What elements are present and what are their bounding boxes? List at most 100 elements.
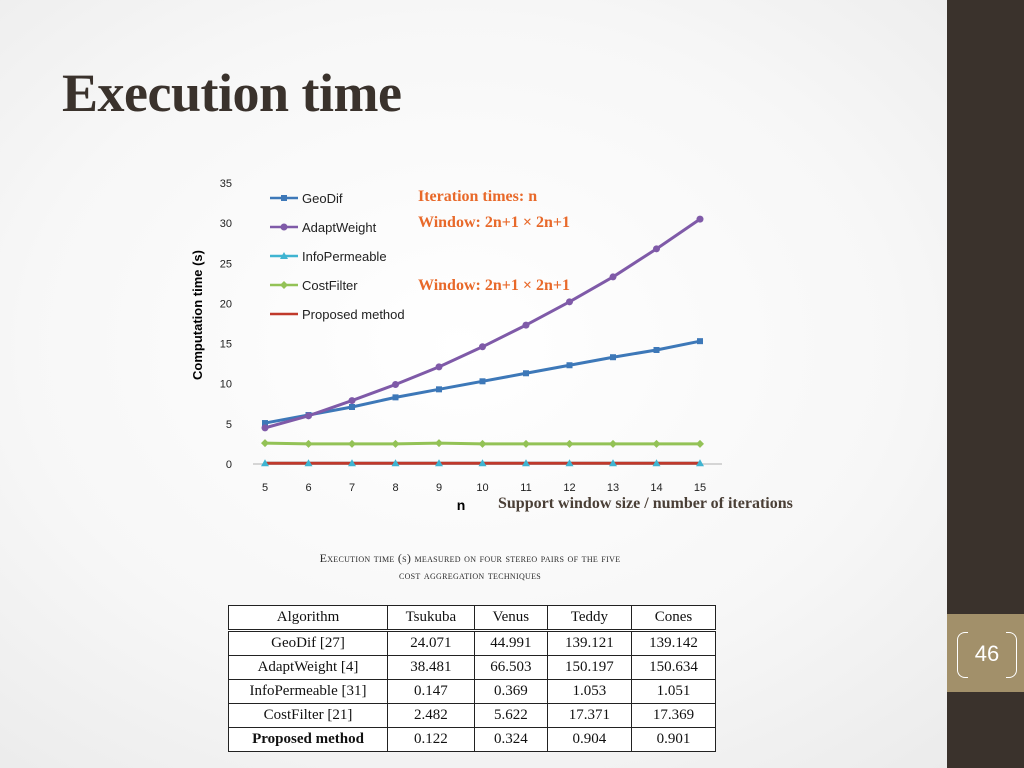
cell-venus: 0.369 xyxy=(473,679,548,704)
y-tick-label: 5 xyxy=(226,419,232,431)
cell-teddy: 0.904 xyxy=(546,727,632,752)
right-brace-icon xyxy=(1006,632,1017,678)
execution-time-chart: 0 5 10 15 20 25 30 35 5 6 7 8 9 10 11 12 13 14 15 GeoDif Ad… xyxy=(190,178,722,513)
data-point xyxy=(653,245,660,253)
x-axis-description: Support window size / number of iteratio… xyxy=(498,495,793,512)
window-annotation-2: Window: 2n+1 × 2n+1 xyxy=(418,277,570,294)
x-tick-label: 10 xyxy=(476,482,488,494)
cell-algorithm: GeoDif [27] xyxy=(228,630,388,656)
window-annotation-1: Window: 2n+1 × 2n+1 xyxy=(418,214,570,231)
iteration-annotation: Iteration times: n xyxy=(418,188,538,205)
cell-algorithm: AdaptWeight [4] xyxy=(228,655,388,680)
data-point xyxy=(479,343,486,351)
legend-label: InfoPermeable xyxy=(302,249,387,264)
data-point xyxy=(261,424,269,432)
legend-label: AdaptWeight xyxy=(302,220,377,235)
data-point xyxy=(697,338,703,345)
cell-venus: 0.324 xyxy=(473,727,548,752)
page-number-panel xyxy=(947,614,1024,692)
data-point xyxy=(653,346,660,353)
data-point xyxy=(609,273,617,281)
left-brace-icon xyxy=(957,632,968,678)
data-point xyxy=(348,439,356,448)
data-point xyxy=(280,252,288,259)
data-point xyxy=(349,403,355,410)
cell-teddy: 150.197 xyxy=(546,655,632,680)
table-row: GeoDif [27] 24.071 44.991 139.121 139.14… xyxy=(228,630,717,656)
cell-teddy: 139.121 xyxy=(546,630,632,656)
data-point xyxy=(435,439,443,448)
data-point xyxy=(281,195,287,201)
y-axis-label: Computation time (s) xyxy=(190,250,205,380)
x-tick-label: 12 xyxy=(563,482,575,494)
data-point xyxy=(261,439,269,448)
header-tsukuba: Tsukuba xyxy=(387,605,475,632)
data-point xyxy=(304,459,313,467)
x-tick-label: 14 xyxy=(650,482,662,494)
cell-tsukuba: 0.147 xyxy=(387,679,475,704)
y-tick-label: 35 xyxy=(220,178,232,190)
y-tick-label: 30 xyxy=(220,218,232,230)
results-table: Algorithm Tsukuba Venus Teddy Cones GeoD… xyxy=(228,605,717,752)
data-point xyxy=(348,397,356,405)
table-header-row: Algorithm Tsukuba Venus Teddy Cones xyxy=(228,605,717,632)
data-point xyxy=(435,363,443,371)
data-point xyxy=(478,459,487,467)
cell-tsukuba: 38.481 xyxy=(387,655,475,680)
table-caption-line-2: cost aggregation techniques xyxy=(398,568,542,582)
data-point xyxy=(280,223,288,231)
y-tick-label: 20 xyxy=(220,298,232,310)
legend-label: GeoDif xyxy=(302,191,343,206)
header-cones: Cones xyxy=(630,605,717,632)
data-point xyxy=(652,459,661,467)
cell-cones: 17.369 xyxy=(630,703,717,728)
data-point xyxy=(391,459,400,467)
cell-teddy: 1.053 xyxy=(546,679,632,704)
cell-algorithm: Proposed method xyxy=(228,727,388,752)
legend-label: CostFilter xyxy=(302,278,358,293)
data-point xyxy=(696,215,704,223)
cell-tsukuba: 24.071 xyxy=(387,630,475,656)
data-point xyxy=(609,459,617,467)
data-point xyxy=(696,439,704,448)
data-point xyxy=(523,370,529,377)
cell-cones: 139.142 xyxy=(630,630,717,656)
cell-algorithm: CostFilter [21] xyxy=(228,703,388,728)
y-tick-label: 0 xyxy=(226,459,232,471)
header-venus: Venus xyxy=(473,605,548,632)
data-point xyxy=(262,420,268,427)
data-point xyxy=(565,459,574,467)
legend-label: Proposed method xyxy=(302,307,405,322)
x-tick-label: 13 xyxy=(607,482,619,494)
table-caption: Execution time (s) measured on four ster… xyxy=(230,550,710,584)
x-tick-label: 9 xyxy=(436,482,442,494)
table-caption-line-1: Execution time (s) measured on four ster… xyxy=(319,551,621,565)
header-teddy: Teddy xyxy=(546,605,632,632)
cell-cones: 1.051 xyxy=(630,679,717,704)
data-point xyxy=(609,439,617,448)
data-point xyxy=(392,381,399,389)
table-row: CostFilter [21] 2.482 5.622 17.371 17.36… xyxy=(228,703,717,728)
data-point xyxy=(566,298,573,306)
data-point xyxy=(348,459,356,467)
x-tick-label: 7 xyxy=(349,482,355,494)
cell-venus: 44.991 xyxy=(473,630,548,656)
data-point xyxy=(305,412,312,420)
page-number: 46 xyxy=(957,632,1017,678)
cell-teddy: 17.371 xyxy=(546,703,632,728)
data-point xyxy=(392,394,399,401)
cell-tsukuba: 2.482 xyxy=(387,703,475,728)
table-row: Proposed method 0.122 0.324 0.904 0.901 xyxy=(228,727,717,752)
y-tick-label: 25 xyxy=(220,258,232,270)
page-number-text: 46 xyxy=(974,641,1000,666)
data-point xyxy=(610,354,616,361)
cell-algorithm: InfoPermeable [31] xyxy=(228,679,388,704)
slide-title: Execution time xyxy=(62,63,402,123)
data-point xyxy=(566,362,573,369)
data-point xyxy=(565,439,574,448)
data-point xyxy=(522,321,530,329)
x-tick-label: 6 xyxy=(305,482,311,494)
cell-cones: 150.634 xyxy=(630,655,717,680)
cell-tsukuba: 0.122 xyxy=(387,727,475,752)
data-point xyxy=(696,459,704,467)
